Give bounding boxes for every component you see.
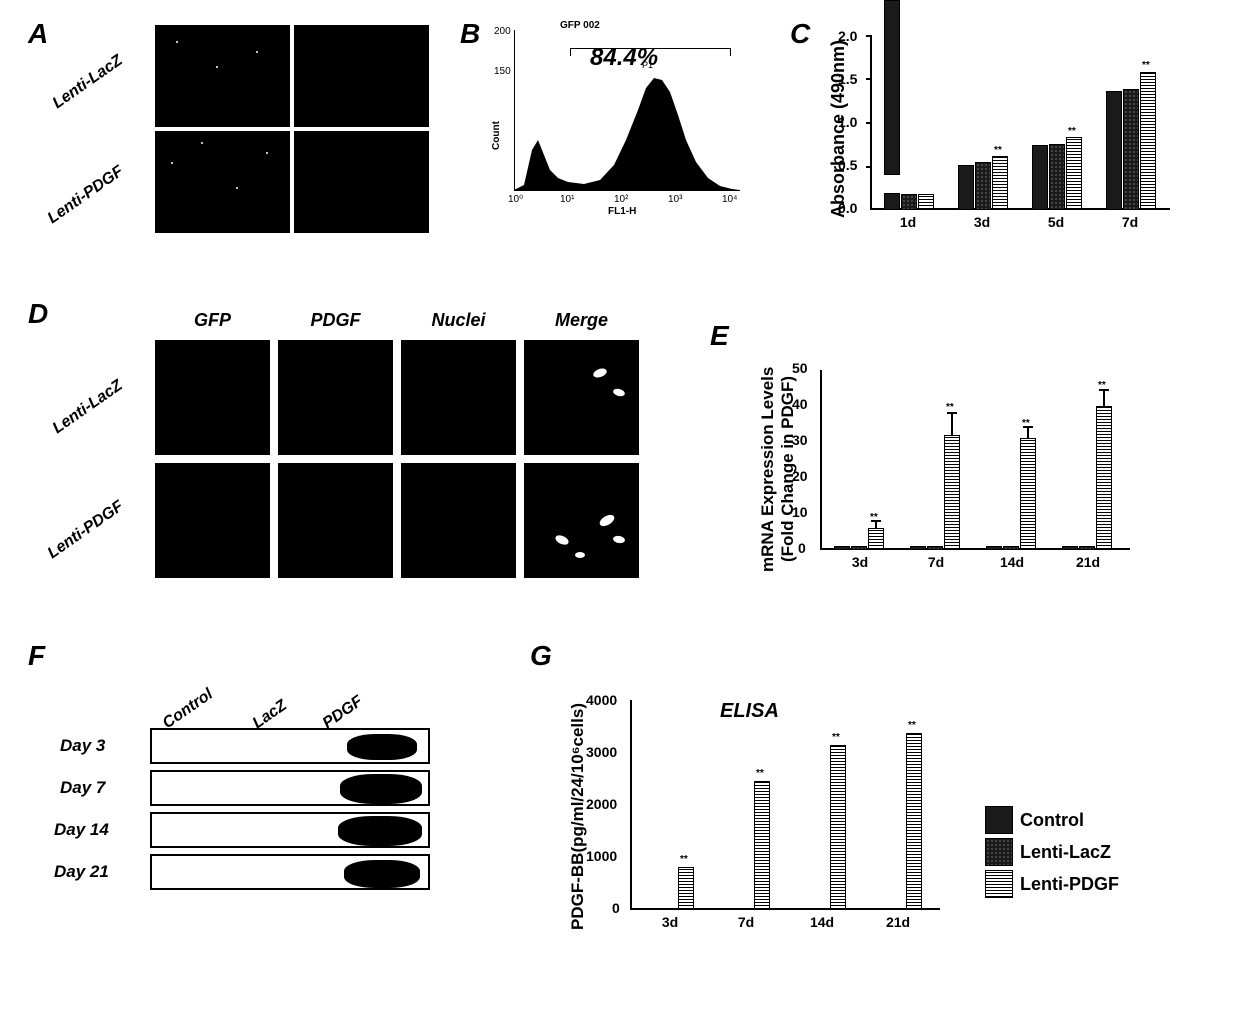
panel-g-14d-control xyxy=(796,908,812,910)
panel-g-14d-pdgf xyxy=(830,745,846,910)
panel-g-14d-lacz xyxy=(813,908,829,910)
panel-c-1d-control xyxy=(884,193,900,210)
panel-e-label: E xyxy=(710,320,729,352)
panel-b-label: B xyxy=(460,18,480,50)
bar xyxy=(884,0,900,175)
panel-g-3d-control xyxy=(644,908,660,910)
panel-c-5d-control xyxy=(1032,145,1048,210)
panel-g-label: G xyxy=(530,640,552,672)
panel-d-01 xyxy=(278,340,393,455)
panel-c-1d-pdgf xyxy=(918,194,934,210)
panel-e-7d-pdgf xyxy=(944,435,960,550)
legend-swatch-control xyxy=(985,806,1013,834)
panel-g-21d-pdgf xyxy=(906,733,922,911)
panel-g-7d-pdgf xyxy=(754,781,770,910)
panel-d-10 xyxy=(155,463,270,578)
panel-d-02 xyxy=(401,340,516,455)
panel-c-1d-lacz xyxy=(901,194,917,210)
panel-e-21d-lacz xyxy=(1079,546,1095,550)
panel-d-row-0-label: Lenti-LacZ xyxy=(50,377,127,438)
panel-f-row-1: Day 7 xyxy=(60,778,105,798)
panel-c-7d-pdgf xyxy=(1140,72,1156,210)
panel-d-11 xyxy=(278,463,393,578)
panel-f-lane-3 xyxy=(150,854,430,890)
panel-a-img-10 xyxy=(155,131,290,233)
panel-a-row-1-label: Lenti-PDGF xyxy=(45,163,127,228)
panel-c-7d-lacz xyxy=(1123,89,1139,210)
panel-e-21d-pdgf xyxy=(1096,406,1112,550)
panel-d-13 xyxy=(524,463,639,578)
panel-e-7d-lacz xyxy=(927,546,943,550)
panel-c-3d-lacz xyxy=(975,162,991,210)
panel-d-label: D xyxy=(28,298,48,330)
legend-label-lacz: Lenti-LacZ xyxy=(1020,842,1111,863)
panel-f-lane-0 xyxy=(150,728,430,764)
panel-g-7d-lacz xyxy=(737,908,753,910)
panel-g-21d-lacz xyxy=(889,908,905,910)
panel-e-3d-control xyxy=(834,546,850,550)
panel-e-chart: 0 10 20 30 40 50 xyxy=(820,370,1130,550)
panel-g-21d-control xyxy=(872,908,888,910)
legend-label-control: Control xyxy=(1020,810,1084,831)
panel-e-14d-lacz xyxy=(1003,546,1019,550)
legend-swatch-lacz xyxy=(985,838,1013,866)
panel-g-7d-control xyxy=(720,908,736,910)
legend-label-pdgf: Lenti-PDGF xyxy=(1020,874,1119,895)
panel-d-03 xyxy=(524,340,639,455)
panel-f-label: F xyxy=(28,640,45,672)
panel-f-lane-2 xyxy=(150,812,430,848)
panel-d-row-1-label: Lenti-PDGF xyxy=(45,498,127,563)
panel-g-chart: 0 1000 2000 3000 4000 xyxy=(630,700,940,910)
panel-g-3d-pdgf xyxy=(678,867,694,910)
panel-a-label: A xyxy=(28,18,48,50)
panel-f-row-0: Day 3 xyxy=(60,736,105,756)
panel-d-00 xyxy=(155,340,270,455)
panel-e-ylabel-1: mRNA Expression Levels xyxy=(758,367,778,572)
panel-e-21d-control xyxy=(1062,546,1078,550)
panel-f-row-3: Day 21 xyxy=(54,862,109,882)
panel-c-3d-pdgf xyxy=(992,156,1008,210)
panel-g-3d-lacz xyxy=(661,908,677,910)
panel-c-5d-lacz xyxy=(1049,144,1065,210)
panel-e-14d-pdgf xyxy=(1020,438,1036,550)
panel-a-row-0-label: Lenti-LacZ xyxy=(50,52,127,113)
legend-swatch-pdgf xyxy=(985,870,1013,898)
panel-c-5d-pdgf xyxy=(1066,137,1082,211)
panel-a-img-11 xyxy=(294,131,429,233)
panel-a-img-00 xyxy=(155,25,290,127)
panel-c-7d-control xyxy=(1106,91,1122,210)
panel-c-label: C xyxy=(790,18,810,50)
panel-e-3d-lacz xyxy=(851,546,867,550)
panel-e-3d-pdgf xyxy=(868,528,884,550)
panel-e-14d-control xyxy=(986,546,1002,550)
panel-g-ylabel: PDGF-BB(pg/ml/24/10⁶cells) xyxy=(568,703,588,930)
panel-c-3d-control xyxy=(958,165,974,211)
panel-a-img-01 xyxy=(294,25,429,127)
panel-f-row-2: Day 14 xyxy=(54,820,109,840)
panel-b-percent: 84.4% xyxy=(590,44,658,72)
panel-d-12 xyxy=(401,463,516,578)
panel-e-7d-control xyxy=(910,546,926,550)
panel-f-lane-1 xyxy=(150,770,430,806)
